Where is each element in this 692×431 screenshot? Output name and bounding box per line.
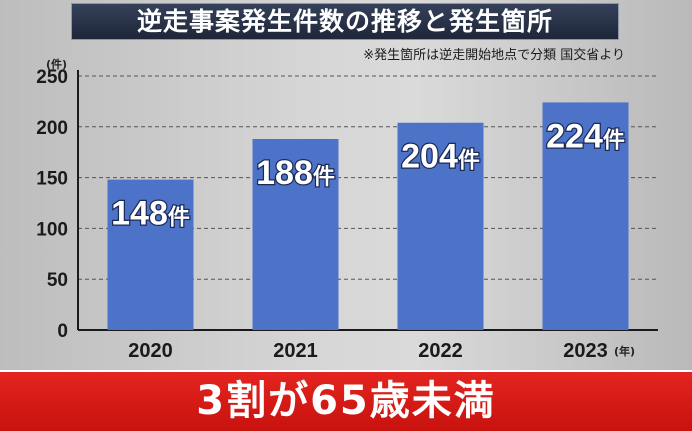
data-label-suffix: 件 xyxy=(168,206,190,231)
bar xyxy=(542,102,629,330)
x-tick-label: 2021 xyxy=(273,340,318,362)
data-label-value: 148 xyxy=(111,195,168,233)
bar xyxy=(107,179,194,330)
data-label-suffix: 件 xyxy=(603,128,625,153)
x-tick-label: 2020 xyxy=(128,340,173,362)
y-tick-label: 100 xyxy=(36,219,68,240)
bar xyxy=(397,122,484,331)
y-tick-label: 0 xyxy=(57,321,68,342)
y-axis-unit: (件) xyxy=(46,58,68,71)
data-label: 188件 xyxy=(256,154,335,192)
y-tick-label: 250 xyxy=(36,67,68,88)
caption-banner: 3割が65歳未満 xyxy=(0,370,692,431)
x-tick-label: 2022 xyxy=(418,340,463,362)
data-label-value: 224 xyxy=(546,117,603,155)
data-label: 148件 xyxy=(111,195,190,233)
data-label-value: 188 xyxy=(256,154,313,192)
bar xyxy=(252,138,339,330)
y-tick-label: 200 xyxy=(36,118,68,139)
x-axis-unit: (年) xyxy=(614,345,636,358)
data-label: 224件 xyxy=(546,117,625,155)
data-label-suffix: 件 xyxy=(313,165,335,190)
data-label-suffix: 件 xyxy=(458,149,480,174)
bar-chart: 050100150200250148件2020188件2021204件20222… xyxy=(36,67,658,362)
y-tick-label: 50 xyxy=(47,270,68,291)
source-note: ※発生箇所は逆走開始地点で分類 国交省より xyxy=(363,48,625,63)
data-label-value: 204 xyxy=(401,138,458,176)
x-tick-label: 2023 xyxy=(563,340,608,362)
y-tick-label: 150 xyxy=(36,169,68,190)
data-label: 204件 xyxy=(401,138,480,176)
chart-title: 逆走事案発生件数の推移と発生箇所 xyxy=(71,3,619,40)
